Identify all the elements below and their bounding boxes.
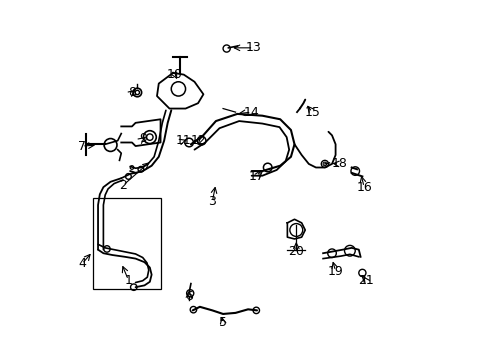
Text: 15: 15	[304, 105, 320, 119]
Text: 6: 6	[185, 289, 193, 303]
Text: 16: 16	[356, 181, 371, 194]
Text: 13: 13	[245, 41, 261, 54]
Text: 19: 19	[327, 265, 343, 278]
Bar	[93, 198, 160, 289]
Text: 9: 9	[139, 132, 146, 145]
Text: 11: 11	[176, 134, 191, 147]
Text: 5: 5	[219, 316, 226, 329]
Text: 14: 14	[244, 105, 259, 119]
Text: 18: 18	[330, 157, 346, 170]
Text: 20: 20	[288, 245, 304, 258]
Text: 8: 8	[128, 86, 136, 99]
Text: 21: 21	[357, 274, 373, 287]
Text: 2: 2	[119, 179, 127, 192]
Text: 1: 1	[124, 274, 132, 287]
Text: 7: 7	[78, 140, 86, 153]
Text: 17: 17	[248, 170, 264, 183]
Text: 10: 10	[166, 68, 183, 81]
Text: 3: 3	[208, 195, 216, 208]
Text: 12: 12	[190, 134, 205, 147]
Text: 4: 4	[78, 257, 86, 270]
